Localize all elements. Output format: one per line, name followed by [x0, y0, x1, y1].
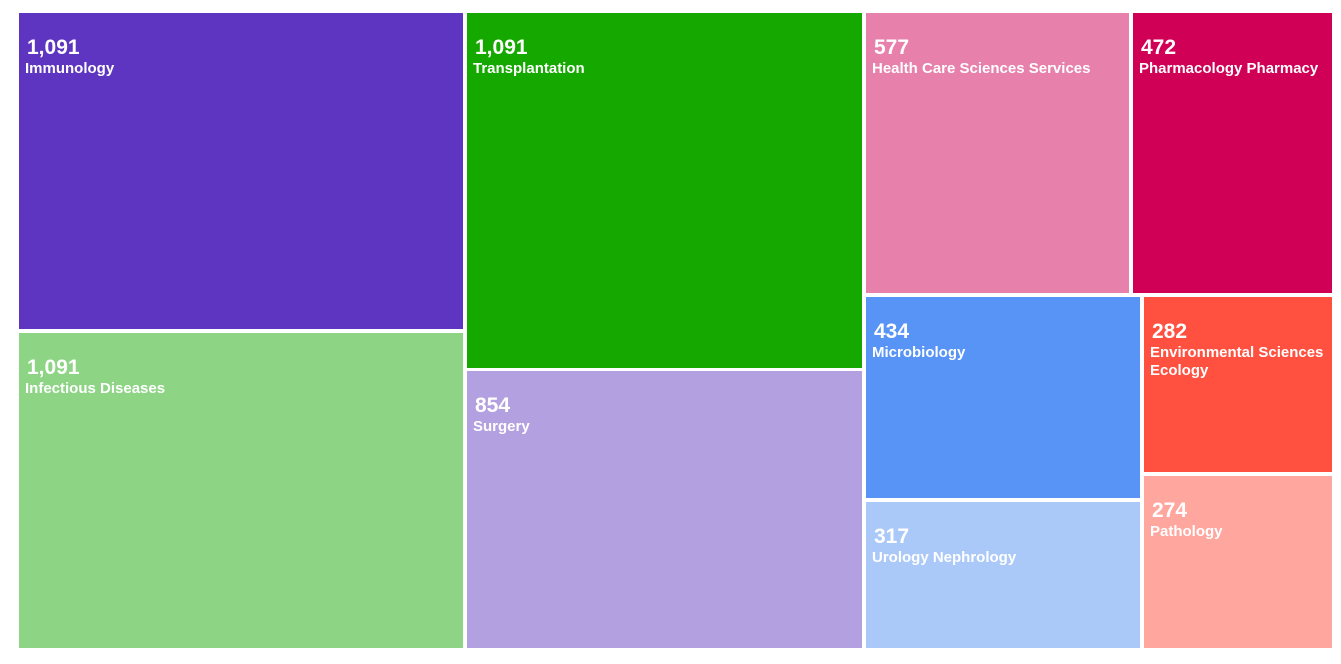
treemap-tile-surgery[interactable]: 854 Surgery — [467, 371, 862, 648]
tile-value: 274 — [1152, 499, 1188, 522]
tile-value: 854 — [475, 394, 511, 417]
tile-value: 282 — [1152, 320, 1188, 343]
tile-label: Immunology — [25, 60, 115, 77]
tile-label: Environmental Sciences Ecology — [1150, 344, 1324, 379]
tile-label: Pathology — [1150, 523, 1223, 540]
treemap-tile-infectious-diseases[interactable]: 1,091 Infectious Diseases — [19, 333, 463, 648]
tile-label: Health Care Sciences Services — [872, 60, 1091, 77]
treemap-tile-immunology[interactable]: 1,091 Immunology — [19, 13, 463, 329]
treemap-tile-health-care-sciences-services[interactable]: 577 Health Care Sciences Services — [866, 13, 1129, 293]
tile-label: Microbiology — [872, 344, 966, 361]
treemap-tile-microbiology[interactable]: 434 Microbiology — [866, 297, 1140, 498]
tile-value: 472 — [1141, 36, 1177, 59]
treemap-tile-environmental-sciences-ecology[interactable]: 282 Environmental Sciences Ecology — [1144, 297, 1332, 472]
tile-label: Pharmacology Pharmacy — [1139, 60, 1319, 77]
treemap-tile-pharmacology-pharmacy[interactable]: 472 Pharmacology Pharmacy — [1133, 13, 1332, 293]
tile-value: 577 — [874, 36, 910, 59]
tile-label: Surgery — [473, 418, 530, 435]
tile-value: 1,091 — [27, 356, 80, 379]
tile-label: Urology Nephrology — [872, 549, 1017, 566]
treemap-tile-transplantation[interactable]: 1,091 Transplantation — [467, 13, 862, 368]
tile-label: Transplantation — [473, 60, 585, 77]
tile-value: 1,091 — [475, 36, 528, 59]
treemap-tile-urology-nephrology[interactable]: 317 Urology Nephrology — [866, 502, 1140, 648]
tile-value: 317 — [874, 525, 910, 548]
tile-value: 1,091 — [27, 36, 80, 59]
treemap-tile-pathology[interactable]: 274 Pathology — [1144, 476, 1332, 648]
tile-value: 434 — [874, 320, 910, 343]
tile-label: Infectious Diseases — [25, 380, 166, 397]
